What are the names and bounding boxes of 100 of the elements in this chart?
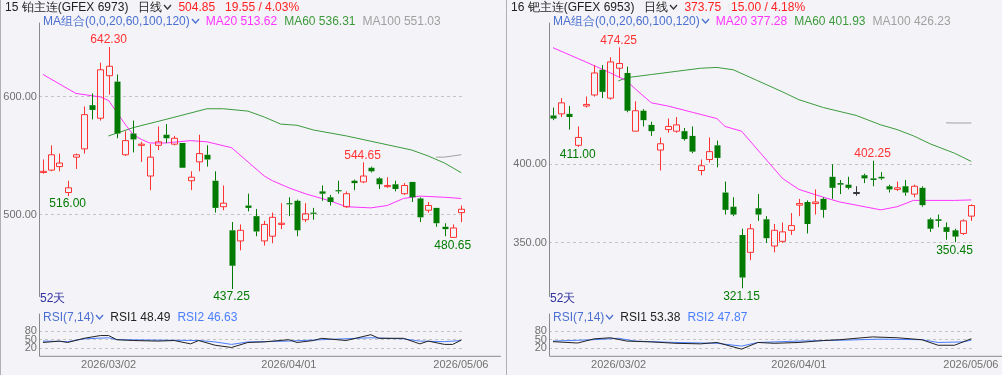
annotation: 516.00 (49, 196, 87, 211)
candlestick (632, 100, 639, 132)
candlestick (212, 170, 219, 214)
candlestick (294, 200, 301, 237)
text: MA60 536.31 (284, 14, 356, 28)
candlestick (861, 173, 868, 184)
annotation: 411.00 (559, 147, 596, 162)
candlestick (714, 140, 721, 168)
chart-title: 16 钯主连(GFEX 6953) (511, 0, 635, 14)
candlestick (278, 202, 285, 230)
candlestick (138, 141, 145, 163)
candlestick (943, 221, 950, 241)
candlestick (640, 108, 647, 127)
x-tick-label: 2026/04/01 (771, 358, 827, 371)
candlestick (319, 184, 326, 202)
text: MA100 426.23 (872, 14, 951, 28)
candlestick (870, 160, 877, 187)
annotation: 321.15 (723, 288, 761, 303)
y-tick-label: 500.00 (3, 208, 37, 220)
text: 15.00 / 4.18% (731, 0, 806, 14)
x-tick-label: 2026/03/02 (591, 358, 647, 371)
candlestick (681, 127, 688, 142)
candlestick (155, 125, 162, 151)
candlestick (616, 46, 623, 79)
annotation: 474.25 (600, 32, 638, 47)
candlestick (458, 205, 465, 223)
legend-title: MA组合(0,0,20,60,100,120) (553, 14, 700, 28)
candlestick (433, 207, 440, 228)
y-tick-label: 600.00 (3, 89, 37, 102)
candlestick (935, 214, 942, 228)
candlestick (820, 196, 827, 219)
candlestick (81, 105, 88, 155)
chart-title: 15 铂主连(GFEX 6973) (5, 0, 129, 14)
candlestick (196, 134, 203, 172)
candlestick (409, 181, 416, 203)
annotation: 437.25 (213, 289, 251, 304)
candlestick (229, 221, 236, 290)
candlestick (575, 125, 582, 148)
candlestick (837, 179, 844, 195)
candlestick (657, 136, 664, 172)
y-tick-label: 20 (24, 341, 37, 354)
text: MA20 513.62 (205, 14, 278, 28)
candlestick (376, 178, 383, 190)
candlestick (253, 208, 260, 237)
y-tick-label: 20 (534, 341, 547, 354)
candlestick (327, 194, 334, 207)
text: 373.75 (684, 0, 722, 14)
legend-title: RSI(7,14) (553, 310, 605, 324)
candlestick (417, 198, 424, 223)
candlestick (147, 143, 154, 191)
annotation: 402.25 (854, 145, 892, 160)
chart-subtitle: 日线 (644, 0, 669, 14)
legend-title: MA组合(0,0,20,60,100,120) (43, 14, 190, 28)
y-tick-label: 400.00 (513, 157, 547, 170)
candlestick (89, 92, 96, 120)
candlestick (566, 105, 573, 131)
candlestick (40, 159, 47, 173)
candlestick (829, 163, 836, 200)
candlestick (804, 199, 811, 234)
x-tick-label: 2026/05/06 (943, 358, 999, 371)
text: MA100 551.03 (362, 14, 441, 28)
candlestick (122, 130, 129, 156)
series-label: RSI2 47.87 (687, 310, 748, 324)
text: MA20 377.28 (715, 14, 788, 28)
text: 504.85 (178, 0, 216, 14)
y-tick-label: 80 (24, 324, 37, 337)
annotation: 350.45 (936, 242, 974, 257)
candlestick (755, 193, 762, 222)
candlestick (204, 144, 211, 168)
series-label: RSI1 53.38 (620, 310, 681, 324)
candlestick (730, 196, 737, 217)
candlestick (902, 179, 909, 197)
x-tick-label: 2026/04/01 (261, 358, 317, 371)
candlestick (384, 176, 391, 188)
candlestick (788, 212, 795, 236)
candlestick (763, 215, 770, 244)
series-label: RSI2 46.63 (177, 310, 238, 324)
candlestick (302, 202, 309, 223)
x-tick-label: 2026/05/06 (433, 358, 489, 371)
series-label: RSI1 48.49 (110, 310, 171, 324)
candlestick (886, 184, 893, 194)
candlestick (919, 185, 926, 208)
text: 19.55 / 4.03% (225, 0, 300, 14)
annotation: 544.65 (344, 147, 382, 162)
annotation: 480.65 (434, 238, 472, 253)
chart-subtitle: 日线 (138, 0, 163, 14)
candlestick (706, 136, 713, 164)
annotation: 52天 (40, 290, 66, 307)
candlestick (739, 228, 746, 289)
annotation: 642.30 (90, 32, 128, 47)
candlestick (220, 184, 227, 211)
legend-title: RSI(7,14) (43, 310, 95, 324)
annotation: 52天 (550, 290, 576, 307)
candlestick (812, 188, 819, 216)
candlestick (599, 64, 606, 99)
candlestick (237, 223, 244, 251)
candlestick (114, 74, 121, 139)
candlestick (106, 46, 113, 96)
candlestick (648, 121, 655, 137)
candlestick (188, 170, 195, 191)
